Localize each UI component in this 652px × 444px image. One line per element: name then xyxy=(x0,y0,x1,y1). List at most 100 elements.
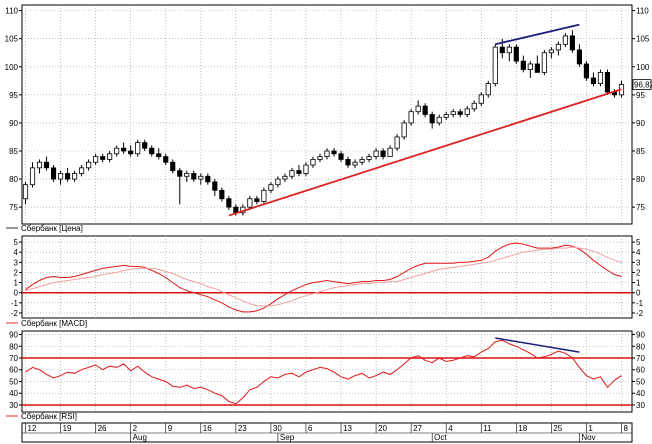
candle xyxy=(324,150,330,158)
y-tick-label-right: 80 xyxy=(636,342,645,351)
candle xyxy=(541,52,547,73)
y-tick-label-right: 1 xyxy=(636,279,641,288)
candle xyxy=(36,161,43,169)
panel-frame xyxy=(21,4,633,225)
y-tick-label-right: 75 xyxy=(636,203,645,212)
candle xyxy=(128,150,134,155)
candle xyxy=(366,156,372,160)
candle xyxy=(114,147,120,155)
y-tick-label-left: 100 xyxy=(5,63,19,72)
candle xyxy=(527,63,533,70)
candle xyxy=(50,167,57,180)
candle xyxy=(492,46,498,85)
y-tick-label-right: 100 xyxy=(636,63,650,72)
candle xyxy=(170,161,176,172)
candle xyxy=(450,111,456,115)
y-tick-label-right: 2 xyxy=(636,268,641,277)
candle xyxy=(513,46,519,62)
candle xyxy=(401,122,407,138)
x-tick-label: 16 xyxy=(203,424,212,433)
x-tick-label: 13 xyxy=(343,424,352,433)
y-tick-label-left: 0 xyxy=(14,289,19,298)
candle xyxy=(57,173,64,180)
candle xyxy=(520,60,526,70)
x-tick-label: 11 xyxy=(483,424,492,433)
candle xyxy=(422,105,428,115)
candle xyxy=(464,108,470,115)
y-tick-label-right: 4 xyxy=(636,248,641,257)
x-tick-label: 26 xyxy=(98,424,107,433)
x-tick-label: 8 xyxy=(623,424,628,433)
y-tick-label-right: 70 xyxy=(636,354,645,363)
legend-label: Сбербанк [MACD] xyxy=(21,319,87,328)
candle xyxy=(597,71,604,85)
candle xyxy=(107,153,113,160)
panel-frame xyxy=(21,330,633,413)
candle xyxy=(219,189,225,200)
candle xyxy=(352,161,358,166)
candle xyxy=(275,178,281,186)
candle xyxy=(604,71,611,93)
candle xyxy=(121,147,127,152)
candle xyxy=(506,46,512,54)
candle xyxy=(268,184,274,191)
candle xyxy=(408,111,414,124)
y-tick-label-right: 60 xyxy=(636,366,645,375)
y-tick-label-left: -1 xyxy=(11,299,19,308)
candle xyxy=(387,147,393,158)
x-tick-label: 1 xyxy=(588,424,593,433)
candle xyxy=(534,63,540,73)
y-tick-label-right: 40 xyxy=(636,389,645,398)
candle xyxy=(212,181,218,191)
y-tick-label-left: 40 xyxy=(9,389,18,398)
candle xyxy=(555,43,561,51)
candle xyxy=(135,142,141,155)
candle xyxy=(478,94,484,104)
candle xyxy=(177,170,183,177)
candle xyxy=(576,49,582,65)
candle xyxy=(562,35,568,45)
candle xyxy=(254,198,260,202)
candle xyxy=(191,173,197,180)
candle xyxy=(359,159,365,163)
y-tick-label-right: 50 xyxy=(636,377,645,386)
candle xyxy=(261,189,267,202)
candle xyxy=(72,173,78,180)
candle xyxy=(22,184,29,200)
y-tick-label-right: 95 xyxy=(636,91,645,100)
candle xyxy=(590,77,597,85)
y-tick-label-left: 90 xyxy=(9,119,18,128)
y-tick-label-left: 95 xyxy=(9,91,18,100)
candle xyxy=(317,156,323,160)
candle xyxy=(43,161,50,169)
candle xyxy=(226,198,232,208)
candle xyxy=(93,156,99,163)
month-label: Sep xyxy=(280,433,295,442)
y-tick-label-right: 85 xyxy=(636,147,645,156)
month-label: Oct xyxy=(434,433,447,442)
last-value-label: 96,82 xyxy=(634,81,652,90)
candle xyxy=(499,46,505,54)
y-tick-label-left: 30 xyxy=(9,401,18,410)
y-tick-label-left: -2 xyxy=(11,309,19,318)
y-tick-label-left: 4 xyxy=(14,248,19,257)
candle xyxy=(331,150,337,155)
y-tick-label-right: 105 xyxy=(636,35,650,44)
month-label: Aug xyxy=(133,433,147,442)
y-tick-label-left: 50 xyxy=(9,377,18,386)
candle xyxy=(184,173,190,177)
x-tick-label: 25 xyxy=(553,424,562,433)
x-tick-label: 4 xyxy=(448,424,453,433)
y-tick-label-right: 90 xyxy=(636,119,645,128)
trend-line xyxy=(228,88,622,217)
x-tick-label: 23 xyxy=(238,424,247,433)
candle xyxy=(429,114,435,124)
y-tick-label-left: 80 xyxy=(9,175,18,184)
candle xyxy=(79,167,85,174)
legend-label: Сбербанк [RSI] xyxy=(21,412,77,421)
candle xyxy=(373,150,379,158)
candle xyxy=(282,175,288,180)
y-tick-label-left: 75 xyxy=(9,203,18,212)
candle xyxy=(569,35,575,51)
candle xyxy=(548,49,554,54)
